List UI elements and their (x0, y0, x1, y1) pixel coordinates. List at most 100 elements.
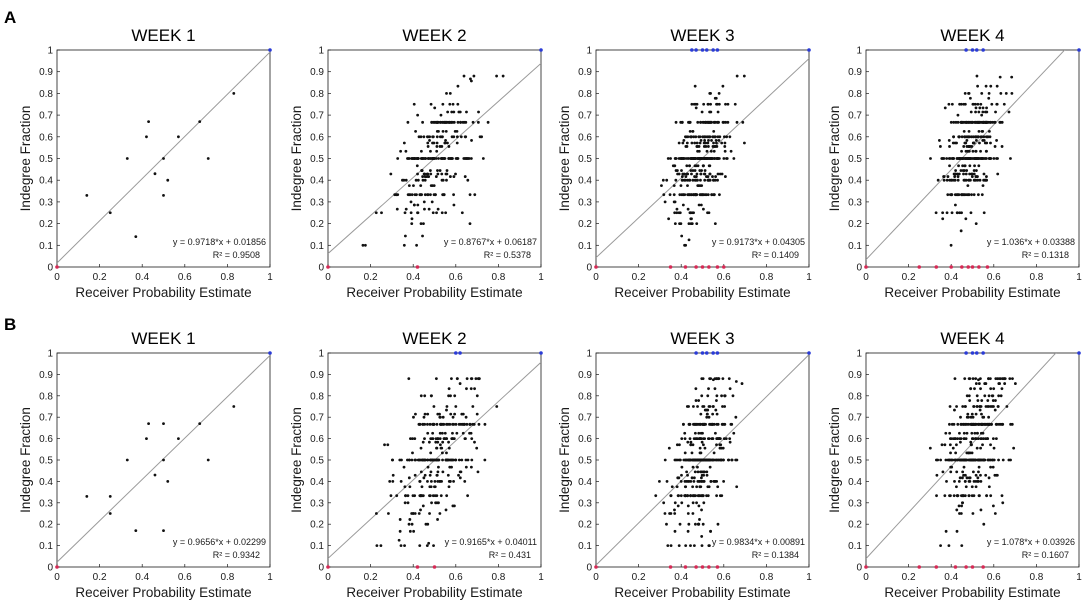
data-point (695, 422, 699, 426)
data-point (412, 184, 415, 188)
y-tick-label: 1 (586, 46, 592, 57)
data-point (663, 200, 667, 204)
data-point (961, 470, 965, 474)
data-point (454, 405, 458, 408)
data-point (417, 135, 421, 139)
fit-equation: y = 0.9656*x + 0.02299 (173, 537, 266, 547)
data-point (952, 178, 956, 182)
data-point (406, 501, 410, 505)
data-point (702, 501, 706, 505)
data-point (950, 102, 954, 106)
data-point (468, 431, 471, 435)
data-point (982, 172, 986, 176)
data-point (407, 377, 411, 381)
data-point (435, 446, 438, 450)
data-point (198, 120, 202, 124)
y-tick-label: 0 (47, 263, 53, 274)
data-point (440, 431, 444, 435)
top-margin-point (458, 351, 462, 355)
data-point (427, 157, 431, 160)
data-point (412, 415, 415, 419)
y-tick-label: 0.7 (578, 413, 592, 424)
top-margin-point (970, 351, 975, 355)
data-point (430, 200, 434, 204)
data-point (978, 120, 981, 124)
data-point (721, 422, 725, 426)
data-point (989, 84, 993, 88)
data-point (406, 494, 410, 498)
data-point (442, 437, 446, 440)
data-point (680, 120, 684, 124)
data-point (674, 178, 678, 182)
x-tick-label: 1 (538, 572, 544, 583)
data-point (441, 470, 445, 474)
x-axis-label: Receiver Probability Estimate (614, 285, 790, 300)
data-point (954, 120, 958, 124)
data-point (705, 175, 708, 178)
r-squared: R² = 0.431 (489, 550, 531, 560)
y-tick-label: 0.3 (310, 498, 324, 509)
data-point (692, 405, 695, 408)
y-tick-label: 0.5 (310, 456, 324, 467)
y-tick-label: 0.2 (848, 520, 862, 531)
data-point (391, 458, 395, 462)
data-point (1000, 377, 1004, 381)
top-margin-point (807, 48, 811, 52)
data-point (476, 470, 480, 474)
data-point (953, 408, 956, 412)
data-point (689, 135, 693, 139)
data-point (946, 175, 950, 178)
data-point (431, 141, 434, 145)
data-point (673, 508, 676, 512)
data-point (426, 458, 429, 462)
data-point (691, 494, 695, 498)
data-point (403, 211, 407, 215)
data-point (714, 408, 718, 412)
data-point (427, 175, 431, 178)
data-point (974, 473, 978, 477)
data-point (672, 193, 676, 197)
data-point (658, 480, 661, 483)
data-point (477, 377, 481, 381)
x-tick-label: 0.4 (135, 572, 149, 583)
data-point (708, 422, 711, 426)
data-point (951, 446, 955, 450)
data-point (956, 437, 960, 440)
data-point (677, 141, 681, 145)
data-point (969, 440, 973, 444)
y-tick-label: 0.5 (848, 456, 862, 467)
data-point (674, 120, 678, 124)
data-point (959, 120, 963, 124)
data-point (963, 135, 966, 139)
data-point (673, 157, 677, 160)
bottom-margin-point (707, 565, 711, 569)
r-squared: R² = 0.1384 (752, 550, 799, 560)
data-point (454, 422, 458, 426)
data-point (711, 458, 715, 462)
data-point (663, 512, 667, 515)
data-point (412, 529, 416, 533)
data-point (686, 440, 690, 444)
data-point (422, 415, 426, 419)
data-point (435, 422, 439, 426)
y-tick-label: 0.6 (39, 132, 53, 143)
data-point (979, 102, 983, 106)
data-point (162, 529, 165, 533)
data-point (678, 222, 681, 226)
data-point (387, 512, 390, 515)
data-point (709, 110, 713, 114)
data-point (972, 405, 976, 408)
data-point (439, 422, 443, 426)
data-point (431, 437, 435, 440)
data-point (688, 193, 692, 197)
data-point (410, 512, 414, 515)
data-point (447, 446, 451, 450)
data-point (686, 135, 690, 139)
data-point (411, 451, 414, 455)
y-tick-label: 0.1 (578, 541, 592, 552)
data-point (928, 446, 932, 450)
data-point (695, 458, 698, 462)
data-point (742, 74, 746, 78)
data-point (729, 149, 733, 153)
data-point (434, 175, 438, 178)
